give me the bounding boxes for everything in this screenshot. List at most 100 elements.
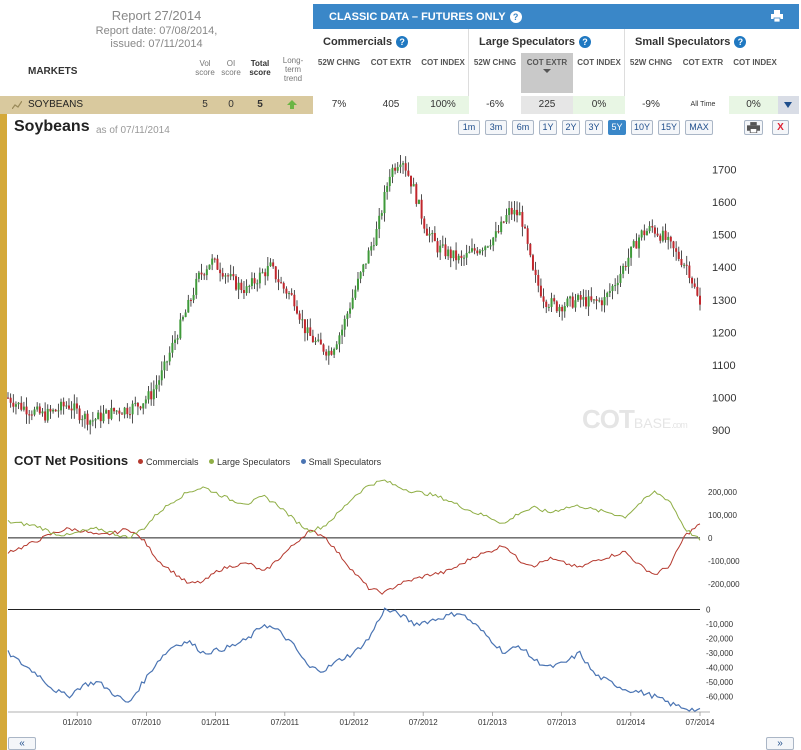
- candle-body: [128, 414, 131, 416]
- candle-body: [436, 241, 439, 253]
- candle-body: [229, 274, 232, 277]
- trend-up-arrow-icon: [287, 100, 297, 109]
- candle-body: [356, 278, 359, 290]
- candle-body: [699, 295, 701, 305]
- candle-body: [274, 266, 277, 280]
- candle-body: [216, 258, 219, 270]
- candle-body: [197, 272, 200, 279]
- candle-body: [404, 163, 407, 171]
- col-cot-index[interactable]: COT INDEX: [421, 58, 465, 67]
- sort-caret-icon: [543, 69, 551, 73]
- candle-body: [338, 335, 341, 345]
- price-tick-label: 1200: [712, 327, 736, 339]
- legend-large-speculators[interactable]: Large Speculators: [209, 457, 290, 467]
- candle-body: [494, 231, 497, 238]
- range-button-10y[interactable]: 10Y: [631, 120, 653, 135]
- candle-body: [396, 167, 399, 171]
- candle-body: [17, 402, 20, 405]
- help-icon[interactable]: ?: [396, 36, 409, 49]
- candle-body: [14, 404, 17, 407]
- candle-body: [441, 244, 444, 246]
- candle-body: [89, 420, 92, 425]
- candle-body: [611, 285, 614, 292]
- range-button-3y[interactable]: 3Y: [585, 120, 603, 135]
- price-candles: [7, 155, 701, 435]
- candle-body: [372, 245, 375, 247]
- candle-body: [349, 308, 352, 314]
- candle-body: [693, 283, 696, 287]
- candle-body: [534, 269, 537, 275]
- chart-print-button[interactable]: [744, 120, 763, 135]
- candle-body: [595, 299, 598, 301]
- col-cot-extr-active[interactable]: COT EXTR: [521, 53, 573, 93]
- cot-lines: [7, 479, 701, 595]
- range-button-max[interactable]: MAX: [685, 120, 713, 135]
- candle-body: [319, 339, 322, 345]
- legend-commercials[interactable]: Commercials: [138, 457, 199, 467]
- range-button-1m[interactable]: 1m: [458, 120, 480, 135]
- candle-body: [399, 164, 402, 168]
- candle-body: [547, 306, 550, 308]
- candle-body: [555, 301, 558, 312]
- candle-body: [314, 340, 317, 343]
- report-dates: Report date: 07/08/2014, issued: 07/11/2…: [0, 25, 313, 51]
- range-button-6m[interactable]: 6m: [512, 120, 534, 135]
- candle-body: [327, 350, 330, 356]
- small-speculators-line: [7, 607, 701, 713]
- chart-close-button[interactable]: X: [772, 120, 789, 135]
- col-cot-index[interactable]: COT INDEX: [733, 58, 777, 67]
- candle-body: [513, 209, 516, 215]
- report-info: Report 27/2014 Report date: 07/08/2014, …: [0, 0, 313, 96]
- candle-body: [298, 313, 301, 320]
- candle-body: [67, 405, 70, 409]
- candle-body: [502, 221, 505, 223]
- candle-body: [463, 257, 466, 259]
- candle-body: [645, 231, 648, 236]
- col-52w-chng[interactable]: 52W CHNG: [473, 58, 517, 67]
- help-icon[interactable]: ?: [734, 36, 747, 49]
- candle-body: [489, 245, 492, 247]
- candle-body: [542, 296, 545, 302]
- market-name: SOYBEANS: [28, 99, 84, 110]
- pager-prev-button[interactable]: «: [8, 737, 36, 750]
- col-cot-extr[interactable]: COT EXTR: [370, 58, 412, 67]
- candle-body: [569, 296, 572, 299]
- range-button-2y[interactable]: 2Y: [562, 120, 580, 135]
- candle-body: [60, 401, 63, 411]
- price-tick-label: 1600: [712, 197, 736, 209]
- small-tick-label: -20,000: [706, 634, 734, 643]
- candle-body: [643, 230, 646, 236]
- market-row-soybeans[interactable]: SOYBEANS 5 0 5 7% 405 100% -6% 225 0% -9…: [0, 96, 801, 114]
- candle-body: [622, 265, 625, 274]
- candle-body: [672, 241, 675, 249]
- col-52w-chng[interactable]: 52W CHNG: [629, 58, 673, 67]
- market-cell[interactable]: SOYBEANS 5 0 5: [0, 96, 313, 114]
- candle-body: [592, 299, 595, 301]
- candle-body: [407, 170, 410, 176]
- legend-small-speculators[interactable]: Small Speculators: [300, 457, 381, 467]
- range-button-5y[interactable]: 5Y: [608, 120, 626, 135]
- small-tick-label: -40,000: [706, 663, 734, 672]
- candle-body: [9, 397, 12, 403]
- range-button-15y[interactable]: 15Y: [658, 120, 680, 135]
- range-button-1y[interactable]: 1Y: [539, 120, 557, 135]
- cot-legend: Commercials Large Speculators Small Spec…: [138, 457, 389, 467]
- candle-body: [57, 410, 60, 412]
- candle-body: [131, 403, 134, 415]
- pager-next-button[interactable]: »: [766, 737, 794, 750]
- row-expand-button[interactable]: [778, 96, 799, 114]
- candle-body: [272, 262, 275, 267]
- candle-body: [240, 282, 243, 291]
- help-icon[interactable]: ?: [509, 11, 522, 24]
- candle-body: [667, 236, 670, 240]
- print-icon[interactable]: [771, 10, 783, 22]
- col-cot-index[interactable]: COT INDEX: [577, 58, 621, 67]
- candle-body: [250, 278, 253, 286]
- candle-body: [78, 408, 81, 421]
- col-52w-chng[interactable]: 52W CHNG: [317, 58, 361, 67]
- col-cot-extr[interactable]: COT EXTR: [682, 58, 724, 67]
- candle-body: [171, 342, 174, 353]
- help-icon[interactable]: ?: [578, 36, 591, 49]
- range-button-3m[interactable]: 3m: [485, 120, 507, 135]
- small-axis: -60,000 -50,000 -40,000 -30,000 -20,000 -10,0…: [8, 605, 734, 701]
